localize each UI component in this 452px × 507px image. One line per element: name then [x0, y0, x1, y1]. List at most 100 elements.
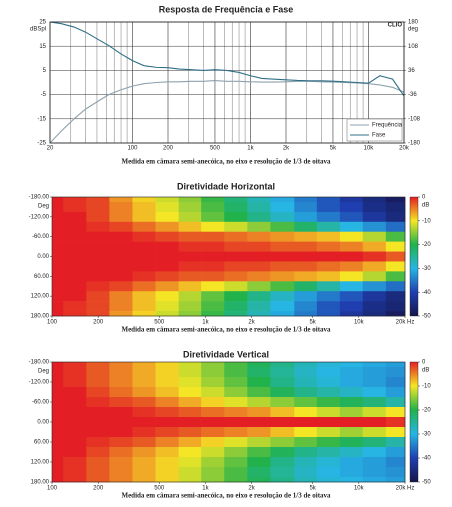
y-tick-label: 5 [43, 68, 47, 74]
heat-cell [247, 291, 271, 302]
heat-cell [109, 427, 133, 438]
series-line [49, 80, 405, 144]
x-tick-label: 10k [354, 320, 365, 326]
heat-cell [63, 211, 87, 223]
heat-cell [270, 231, 295, 242]
heat-cell [86, 211, 110, 223]
heat-cell [109, 467, 133, 478]
heat-cell [63, 291, 87, 302]
heat-cell [224, 301, 248, 312]
heat-cell [270, 437, 295, 448]
x-tick-label: 20 [47, 146, 54, 152]
heat-cell [316, 362, 341, 368]
heat-cell [63, 427, 87, 438]
heat-cell [155, 427, 179, 438]
heat-cell [247, 377, 271, 388]
y-tick-label: -5 [41, 92, 47, 98]
heat-cell [316, 397, 341, 408]
heat-cell [63, 281, 87, 292]
heat-cell [109, 477, 133, 483]
heat-cell [362, 251, 387, 262]
heat-cell [109, 367, 133, 378]
y-tick-label: -180.00 [29, 360, 50, 366]
heat-cell [316, 271, 341, 282]
heat-cell [294, 251, 318, 262]
heat-cell [155, 477, 179, 483]
heat-cell [385, 467, 406, 478]
heat-cell [339, 397, 364, 408]
heat-cell [362, 221, 387, 233]
x-tick-label: 500 [154, 486, 165, 492]
heat-cell [52, 281, 64, 292]
heat-cell [109, 251, 133, 262]
heat-cell [52, 301, 64, 312]
heat-cell [109, 457, 133, 468]
heat-cell [178, 417, 202, 428]
heat-cell [316, 427, 341, 438]
heat-cell [132, 271, 156, 282]
x-tick-label: 2k [248, 486, 255, 492]
x-tick-label: 5k [309, 486, 316, 492]
heat-cell [224, 447, 248, 458]
heat-cell [109, 281, 133, 292]
heat-cell [178, 231, 202, 242]
heat-cell [294, 301, 318, 312]
heat-cell [294, 407, 318, 418]
heat-cell [270, 281, 295, 292]
heat-cell [155, 367, 179, 378]
heat-cell [339, 407, 364, 418]
heat-cell [178, 201, 202, 213]
heat-cell [224, 417, 248, 428]
heat-cell [132, 281, 156, 292]
heat-cell [201, 367, 225, 378]
heat-cell [132, 221, 156, 233]
heat-cell [294, 437, 318, 448]
heat-cell [201, 397, 225, 408]
x-tick-label: 100 [47, 320, 58, 326]
heat-cell [247, 362, 271, 368]
heat-cell [294, 362, 318, 368]
heat-cell [339, 387, 364, 398]
heat-cell [201, 197, 225, 203]
heat-cell [339, 477, 364, 483]
heat-cell [178, 311, 202, 317]
heat-cell [52, 241, 64, 252]
heat-cell [385, 417, 406, 428]
heat-cell [63, 221, 87, 233]
heat-cell [339, 467, 364, 478]
heat-cell [294, 271, 318, 282]
heat-cell [247, 367, 271, 378]
heat-cell [109, 201, 133, 213]
y-tick-label: 120.00 [31, 460, 50, 466]
heat-cell [270, 251, 295, 262]
heat-cell [294, 387, 318, 398]
heat-cell [201, 362, 225, 368]
heat-cell [270, 261, 295, 272]
heat-cell [247, 417, 271, 428]
y2-unit: deg [408, 27, 418, 33]
heat-cell [155, 271, 179, 282]
colorbar-label: -10 [422, 218, 431, 224]
heat-cell [52, 221, 64, 233]
x-tick-label: 2k [248, 320, 255, 326]
heat-cell [155, 417, 179, 428]
heat-cell [224, 197, 248, 203]
x-tick-label: 20k Hz [396, 486, 415, 492]
heat-cell [155, 301, 179, 312]
colorbar-label: -40 [422, 456, 431, 462]
heat-cell [270, 427, 295, 438]
heat-cell [63, 197, 87, 203]
heat-cell [178, 477, 202, 483]
heat-cell [109, 397, 133, 408]
heat-cell [316, 467, 341, 478]
x-tick-label: 10k [364, 146, 375, 152]
x-tick-label: 20k [399, 146, 410, 152]
heat-cell [132, 201, 156, 213]
colorbar-unit: dB [422, 203, 429, 209]
heat-cell [63, 261, 87, 272]
heat-cell [201, 437, 225, 448]
heat-cell [178, 437, 202, 448]
heat-cell [155, 241, 179, 252]
colorbar-label: -50 [422, 314, 431, 320]
heat-cell [86, 427, 110, 438]
